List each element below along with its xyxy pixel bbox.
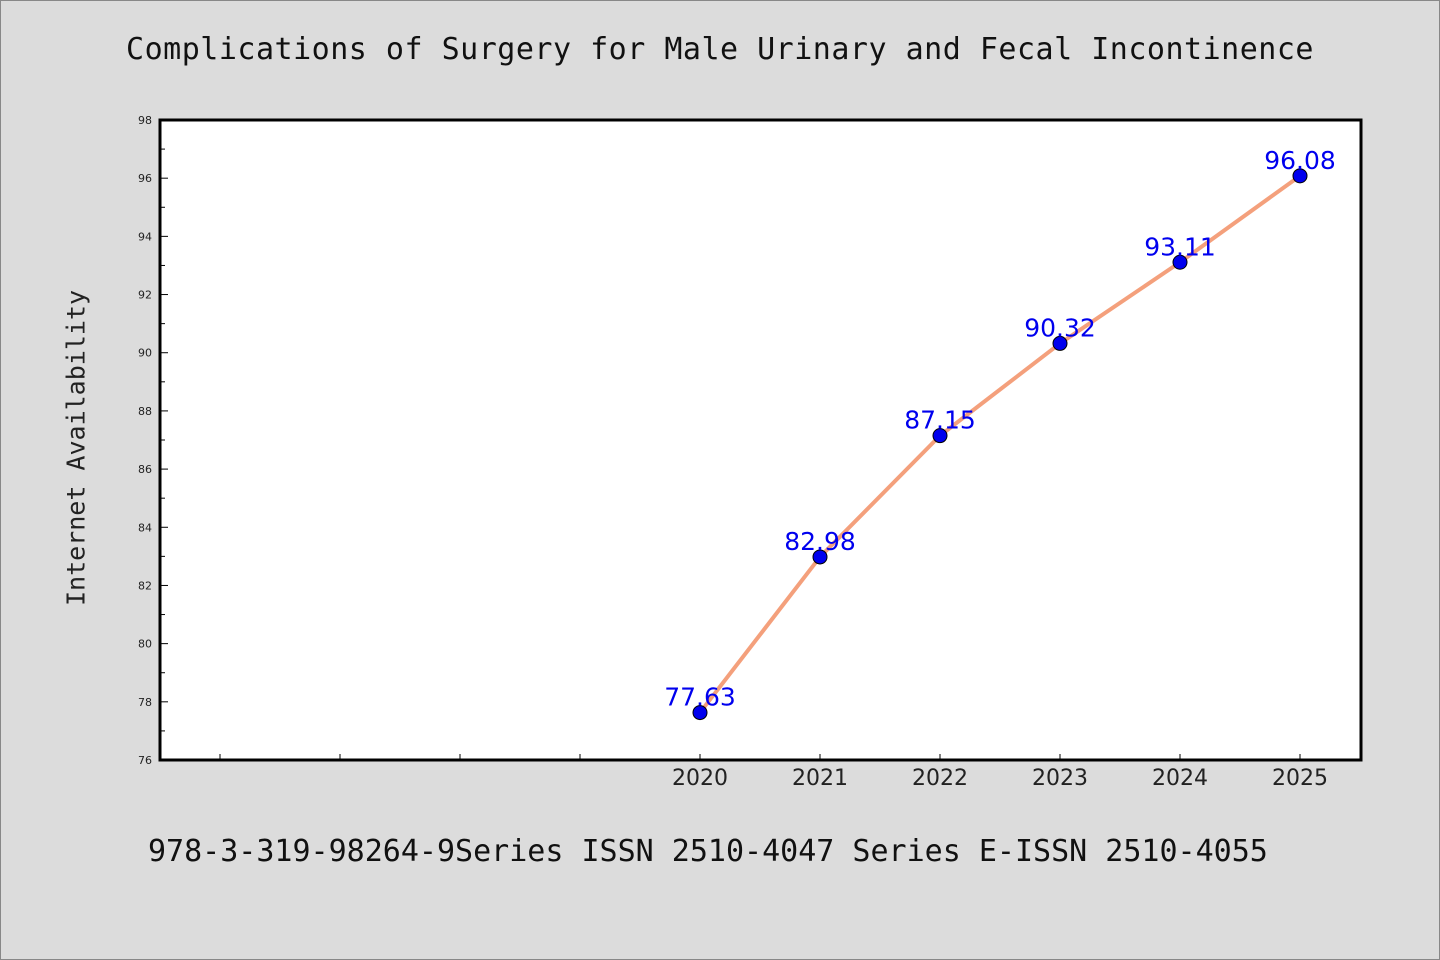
x-tick-label: 2024 [1152,766,1208,791]
y-tick-label: 88 [138,405,152,418]
plot-area [160,120,1361,760]
data-point [1292,168,1308,184]
data-label: 77.63 [664,683,736,712]
data-point [1052,335,1068,351]
y-tick-label: 76 [138,754,152,767]
x-tick-label: 2025 [1272,766,1328,791]
y-tick-label: 84 [138,521,152,534]
data-label: 93.11 [1144,232,1216,261]
x-tick-label: 2020 [672,766,728,791]
y-tick-label: 98 [138,114,152,127]
y-tick-label: 94 [138,230,152,243]
y-tick-label: 92 [138,289,152,302]
y-tick-label: 90 [138,347,152,360]
series-layer: 77.63 82.98 87.15 90.32 93.11 96.08 [664,146,1336,721]
x-tick-label: 2023 [1032,766,1088,791]
y-tick-label: 80 [138,638,152,651]
data-label: 82.98 [784,527,856,556]
data-label: 87.15 [904,406,976,435]
data-point [932,428,948,444]
y-tick-label: 82 [138,579,152,592]
data-point [692,705,708,721]
data-point [812,549,828,565]
x-tick-label: 2022 [912,766,968,791]
data-point [1172,254,1188,270]
y-tick-label: 96 [138,172,152,185]
data-label: 90.32 [1024,313,1096,342]
x-tick-label: 2021 [792,766,848,791]
plot-border [158,118,1363,762]
y-tick-label: 78 [138,696,152,709]
y-tick-label: 86 [138,463,152,476]
chart-title: Complications of Surgery for Male Urinar… [126,32,1314,67]
data-label: 96.08 [1264,146,1336,175]
footer-text: 978-3-319-98264-9Series ISSN 2510-4047 S… [148,834,1268,869]
series-line [698,173,1302,715]
